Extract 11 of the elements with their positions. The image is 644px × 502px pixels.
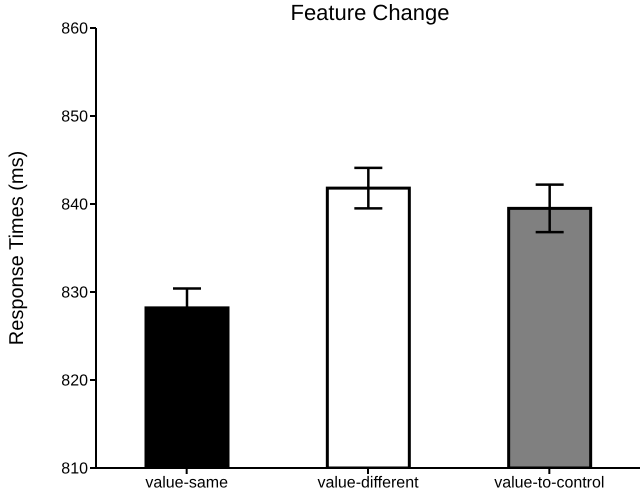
y-tick-label: 850	[61, 108, 88, 126]
x-tick-label: value-different	[317, 474, 420, 492]
y-tick-label: 840	[61, 196, 88, 214]
x-tick-label: value-same	[145, 474, 228, 492]
chart-title: Feature Change	[290, 0, 450, 26]
y-tick-label: 830	[61, 284, 88, 302]
y-tick-label: 810	[61, 460, 88, 478]
y-tick-label: 820	[61, 372, 88, 390]
x-tick-label: value-to-control	[494, 474, 604, 492]
y-axis-title: Response Times (ms)	[6, 150, 28, 346]
y-tick-label: 860	[61, 20, 88, 38]
